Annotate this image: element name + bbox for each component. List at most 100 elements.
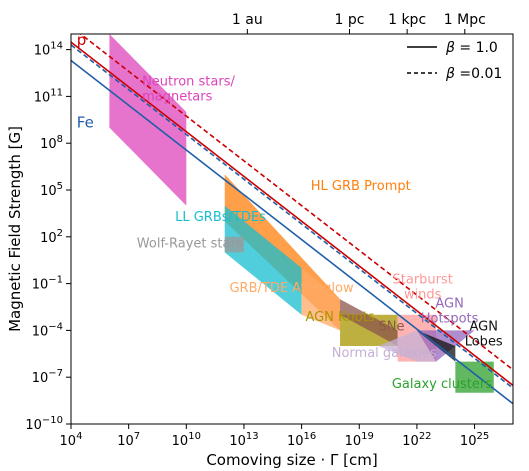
- y-tick-mantissa: 10: [40, 184, 57, 199]
- y-tick-exponent: −1: [48, 275, 63, 286]
- region-label-line: SNe: [378, 319, 404, 334]
- region-label-line: Hotspots: [421, 311, 479, 326]
- region-sne: [340, 299, 398, 346]
- x-tick-mantissa: 10: [229, 434, 246, 449]
- top-tick-label: 1 Mpc: [444, 12, 486, 28]
- y-tick-exponent: 5: [57, 181, 63, 192]
- legend-entry-dashed: β =0.01: [445, 66, 502, 82]
- y-tick-mantissa: 10: [32, 371, 49, 386]
- x-tick-label: 1022: [402, 431, 431, 449]
- y-tick-exponent: 14: [50, 41, 63, 52]
- region-label-starburst-winds: Starburst winds: [393, 273, 453, 303]
- x-tick-mantissa: 10: [60, 434, 77, 449]
- region-labels-layer: Neutron stars/magnetars HL GRB Prompt LL G…: [137, 74, 503, 392]
- y-tick-exponent: −7: [48, 368, 63, 379]
- x-tick-exponent: 4: [76, 431, 82, 442]
- line-fe-dashed: [71, 44, 513, 389]
- y-tick-label: 102: [40, 228, 63, 246]
- top-tick-label: 1 kpc: [388, 12, 426, 28]
- line-p-solid: [71, 41, 513, 386]
- region-label-line: AGN Knots: [305, 310, 374, 325]
- x-axis-label: Comoving size · Γ [cm]: [206, 451, 377, 469]
- legend: β = 1.0 β =0.01: [407, 40, 502, 82]
- x-tick-label: 107: [117, 431, 140, 449]
- region-label-grb-tde-afterglow: GRB/TDE Afterglow: [229, 281, 354, 296]
- y-tick-label: 10−7: [32, 368, 63, 386]
- y-tick-exponent: 8: [57, 134, 63, 145]
- lines-layer: [71, 34, 513, 405]
- region-wolf-rayet-stars: [224, 236, 244, 253]
- x-tick-label: 104: [60, 431, 83, 449]
- region-label-ll-grbs-tdes: LL GRBs/TDEs: [175, 210, 266, 225]
- y-tick-mantissa: 10: [25, 418, 42, 433]
- region-label-line: Lobes: [465, 334, 503, 349]
- region-label-wolf-rayet-stars: Wolf-Rayet stars: [137, 237, 243, 252]
- x-tick-mantissa: 10: [460, 434, 477, 449]
- region-label-line: AGN: [469, 319, 497, 334]
- plot-frame: [70, 33, 514, 425]
- x-tick-exponent: 13: [246, 431, 259, 442]
- region-label-line: magnetars: [142, 89, 213, 104]
- region-label-agn-hotspots: AGN Hotspots: [421, 296, 479, 326]
- region-label-line: LL GRBs/TDEs: [175, 210, 266, 225]
- x-tick-label: 1019: [345, 431, 374, 449]
- region-label-agn-knots: AGN Knots: [305, 310, 374, 325]
- region-label-agn-lobes: AGN Lobes: [465, 319, 503, 349]
- line-label-fe: Fe: [77, 114, 94, 132]
- region-label-line: Galaxy clusters: [392, 377, 492, 392]
- x-tick-exponent: 22: [419, 431, 432, 442]
- y-tick-mantissa: 10: [34, 44, 51, 59]
- x-axis-ticks: 104 107 1010 1013 1016 1019 1022 1025: [60, 424, 489, 449]
- y-tick-mantissa: 10: [34, 90, 51, 105]
- x-tick-exponent: 25: [476, 431, 489, 442]
- region-normal-galaxies: [378, 330, 437, 362]
- region-label-hl-grb-prompt: HL GRB Prompt: [311, 179, 411, 194]
- region-agn-lobes: [416, 330, 456, 362]
- line-labels-layer: p Fe: [77, 31, 94, 132]
- x-tick-mantissa: 10: [402, 434, 419, 449]
- top-axis-ticks: 1 au 1 pc 1 kpc 1 Mpc: [232, 12, 486, 34]
- y-tick-label: 1011: [34, 87, 63, 105]
- region-label-line: Normal galaxies: [332, 346, 437, 361]
- region-label-normal-galaxies: Normal galaxies: [332, 346, 437, 361]
- x-tick-exponent: 19: [361, 431, 374, 442]
- y-tick-mantissa: 10: [32, 278, 49, 293]
- region-label-neutron-stars-magnetars: Neutron stars/magnetars: [142, 74, 235, 104]
- region-label-sne: SNe: [378, 319, 404, 334]
- x-tick-mantissa: 10: [172, 434, 189, 449]
- region-grb-tde-afterglow: [301, 268, 341, 331]
- top-tick-label: 1 pc: [335, 12, 365, 28]
- legend-entry-solid: β = 1.0: [445, 40, 498, 56]
- x-tick-mantissa: 10: [287, 434, 304, 449]
- y-tick-exponent: 2: [57, 228, 63, 239]
- region-label-line: GRB/TDE Afterglow: [229, 281, 354, 296]
- top-tick-label: 1 au: [232, 12, 263, 28]
- y-tick-mantissa: 10: [40, 137, 57, 152]
- y-tick-label: 10−1: [32, 275, 63, 293]
- y-tick-label: 105: [40, 181, 63, 199]
- y-tick-label: 1014: [34, 41, 63, 59]
- line-fe-solid: [71, 59, 513, 405]
- line-p-dashed: [79, 34, 513, 371]
- legend-beta-value: = 1.0: [455, 40, 498, 56]
- x-tick-label: 1016: [287, 431, 316, 449]
- y-tick-mantissa: 10: [32, 324, 49, 339]
- region-label-line: AGN: [435, 296, 463, 311]
- legend-beta-symbol: β: [445, 66, 455, 82]
- y-tick-exponent: 11: [50, 87, 63, 98]
- line-label-p: p: [77, 31, 87, 49]
- x-tick-label: 1010: [172, 431, 201, 449]
- region-ll-grbs-tdes: [224, 205, 302, 315]
- x-tick-exponent: 16: [304, 431, 317, 442]
- region-label-line: Neutron stars/: [142, 74, 235, 89]
- x-tick-mantissa: 10: [345, 434, 362, 449]
- region-label-line: Wolf-Rayet stars: [137, 237, 243, 252]
- region-label-line: winds: [404, 288, 442, 303]
- y-tick-label: 10−4: [32, 321, 63, 339]
- x-tick-exponent: 10: [188, 431, 201, 442]
- y-tick-mantissa: 10: [40, 231, 57, 246]
- x-tick-label: 1025: [460, 431, 489, 449]
- region-label-line: HL GRB Prompt: [311, 179, 411, 194]
- x-tick-exponent: 7: [134, 431, 140, 442]
